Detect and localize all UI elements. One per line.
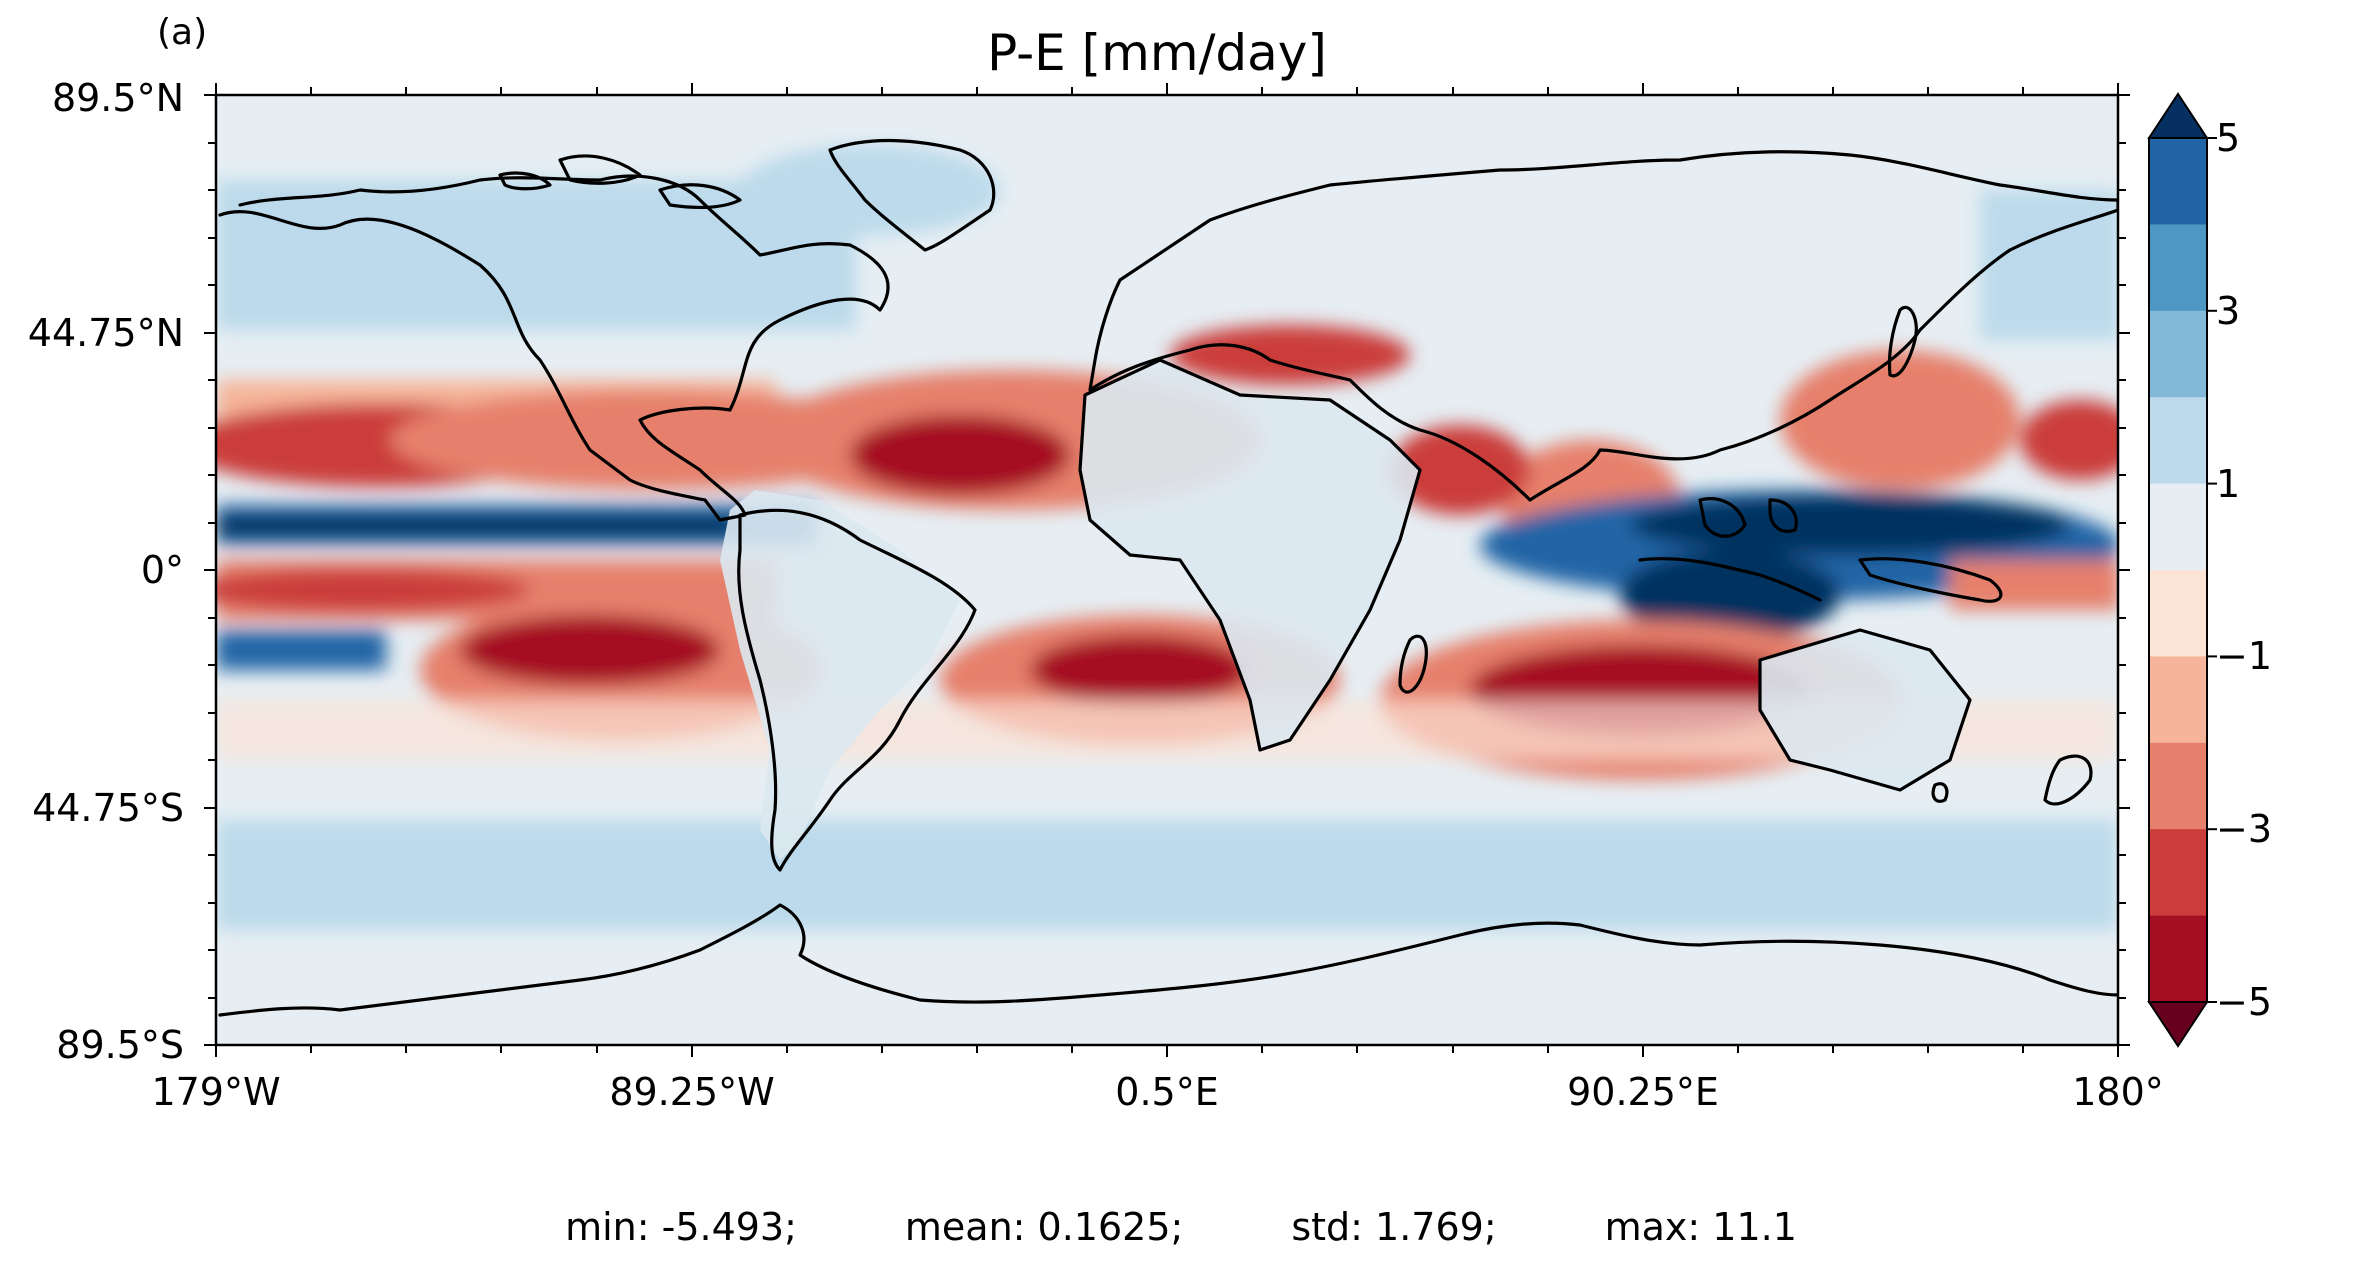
colorbar-tick-label: 5 — [2216, 116, 2241, 160]
longitude-label-89-25w: 89.25°W — [609, 1070, 775, 1114]
longitude-label-179w: 179°W — [151, 1070, 281, 1114]
colorbar-bin — [2149, 656, 2207, 744]
map-field — [216, 95, 2118, 1045]
latitude-label-44-75-n: 44.75°N — [27, 311, 184, 355]
colorbar-extend-min — [2147, 1001, 2209, 1048]
colorbar-bin — [2149, 138, 2207, 225]
colorbar-bin — [2149, 829, 2207, 917]
colorbar-bin — [2149, 397, 2207, 485]
colorbar-bin — [2149, 570, 2207, 657]
longitude-label-180: 180° — [2072, 1070, 2164, 1114]
latitude-label-44-75-s: 44.75°S — [32, 786, 184, 830]
statistics-line: min: -5.493; mean: 0.1625; std: 1.769; m… — [0, 1205, 2362, 1249]
colorbar-extend-max — [2147, 92, 2209, 139]
colorbar — [2147, 92, 2217, 1048]
panel-label: (a) — [157, 12, 208, 53]
longitude-ticks — [215, 83, 2119, 1057]
colorbar-frame — [2148, 137, 2208, 1003]
latitude-label-89-5-n: 89.5°N — [51, 76, 184, 120]
colorbar-tick-label: 1 — [2216, 461, 2241, 506]
map-title: P-E [mm/day] — [987, 24, 1327, 82]
colorbar-bin — [2149, 915, 2207, 1003]
stat-mean: mean: 0.1625; — [904, 1205, 1184, 1249]
stat-min: min: -5.493; — [565, 1205, 797, 1249]
colorbar-bin — [2149, 224, 2207, 312]
latitude-label-89-5-s: 89.5°S — [56, 1023, 184, 1067]
latitude-ticks — [204, 94, 2130, 1046]
colorbar-bin — [2149, 742, 2207, 830]
colorbar-tick-label: −1 — [2216, 634, 2273, 679]
colorbar-tick-label: −5 — [2216, 980, 2273, 1024]
colorbar-bin — [2149, 310, 2207, 398]
land-masses — [720, 360, 1970, 860]
longitude-label-90-25e: 90.25°E — [1567, 1070, 1719, 1114]
stat-std: std: 1.769; — [1291, 1205, 1497, 1249]
stat-max: max: 11.1 — [1604, 1205, 1797, 1249]
colorbar-bin — [2149, 483, 2207, 571]
longitude-label-0-5e: 0.5°E — [1115, 1070, 1219, 1114]
colorbar-tick-label: −3 — [2216, 807, 2273, 852]
latitude-label-equator: 0° — [140, 548, 184, 592]
coastlines — [218, 138, 2118, 1017]
colorbar-tick-label: 3 — [2216, 288, 2241, 333]
